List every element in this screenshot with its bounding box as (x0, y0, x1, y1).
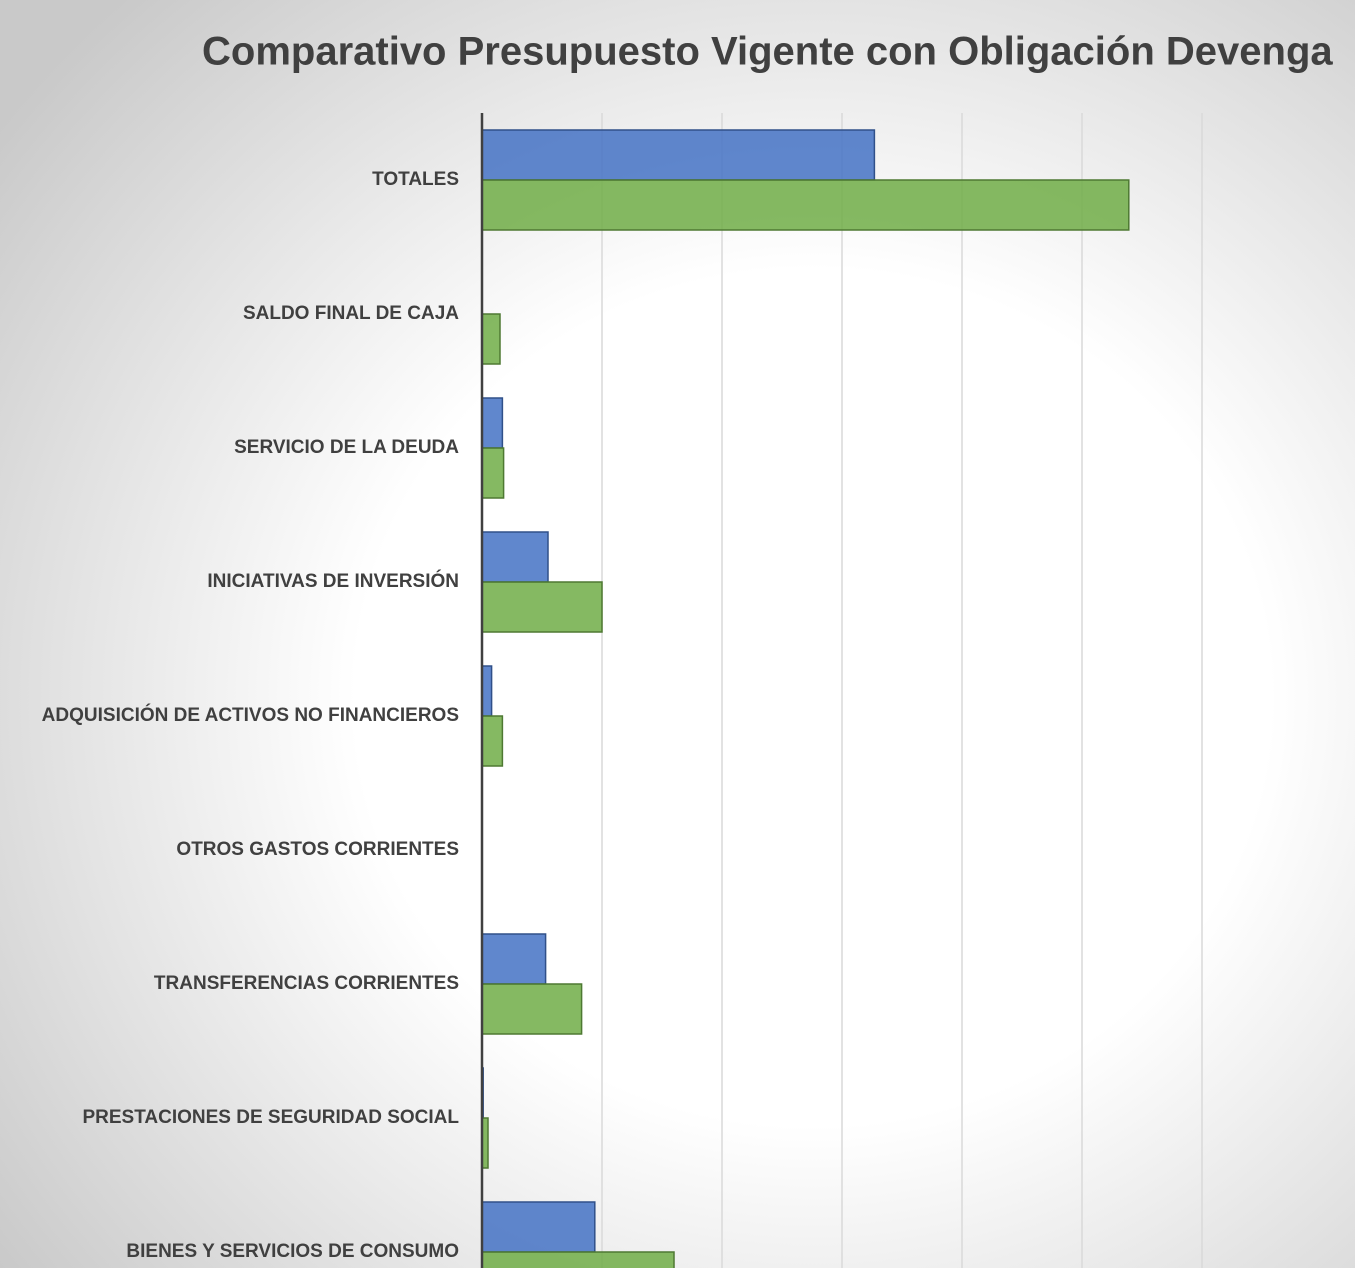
bar (481, 933, 547, 985)
bar (481, 665, 493, 717)
category-label: PRESTACIONES DE SEGURIDAD SOCIAL (82, 1107, 459, 1128)
category-label: TRANSFERENCIAS CORRIENTES (154, 973, 459, 994)
bar (481, 531, 549, 583)
bar (481, 397, 504, 449)
bar (481, 715, 504, 767)
bar (481, 983, 583, 1035)
category-label: TOTALES (372, 169, 459, 190)
category-label: INICIATIVAS DE INVERSIÓN (207, 570, 459, 592)
chart-title: Comparativo Presupuesto Vigente con Obli… (202, 30, 1333, 74)
category-label: BIENES Y SERVICIOS DE CONSUMO (126, 1241, 459, 1262)
bar (481, 581, 603, 633)
bar (481, 129, 876, 181)
category-label: ADQUISICIÓN DE ACTIVOS NO FINANCIEROS (42, 704, 459, 726)
bars (481, 129, 1130, 1268)
bar (481, 313, 501, 365)
bar (481, 447, 505, 499)
bar (481, 1251, 675, 1268)
category-label: SALDO FINAL DE CAJA (243, 303, 459, 324)
category-label: OTROS GASTOS CORRIENTES (176, 839, 459, 860)
bar (481, 179, 1130, 231)
bar (481, 1201, 596, 1253)
category-label: SERVICIO DE LA DEUDA (234, 437, 459, 458)
